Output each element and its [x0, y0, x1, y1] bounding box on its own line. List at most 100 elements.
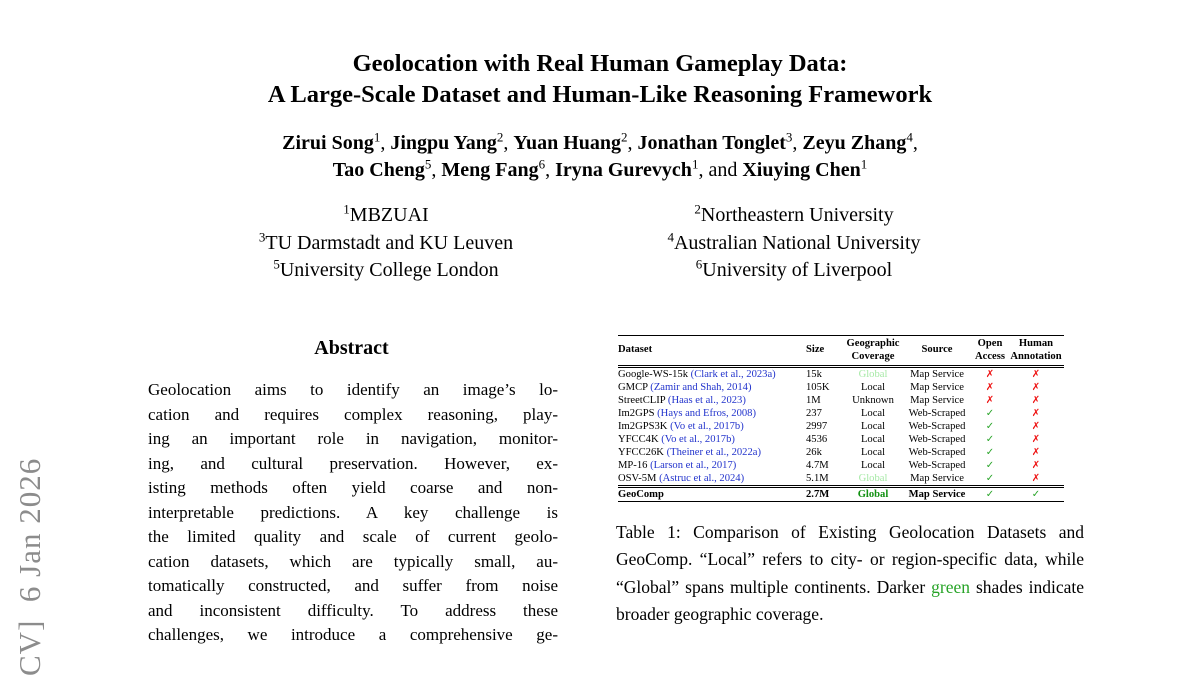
- dataset-name: StreetCLIP: [618, 395, 666, 406]
- abstract-line: Geolocation aims to identify an image’s …: [148, 380, 558, 399]
- open-access-cell: ✓: [972, 459, 1008, 472]
- size-cell: 105K: [806, 382, 830, 393]
- cross-icon: ✗: [985, 395, 995, 406]
- open-access-cell: ✗: [972, 381, 1008, 394]
- coverage-value: Global: [858, 473, 888, 484]
- author-name: Xiuying Chen: [742, 159, 861, 181]
- affiliation-name: MBZUAI: [349, 204, 429, 226]
- citation-link[interactable]: (Haas et al., 2023): [665, 395, 746, 406]
- source-cell: Web-Scraped: [908, 447, 966, 458]
- table-header-cell: Source: [921, 344, 953, 356]
- table-row: GMCP (Zamir and Shah, 2014) 105K Local Map …: [618, 381, 1064, 394]
- affiliation-superscript: 6: [695, 256, 703, 272]
- affiliation-name: Australian National University: [673, 231, 921, 254]
- table-row: MP-16 (Larson et al., 2017) 4.7M Local Web-…: [618, 459, 1064, 472]
- caption-green-word: green: [931, 576, 971, 597]
- human-annotation-cell: ✗: [1008, 407, 1064, 420]
- table-row: Im2GPS3K (Vo et al., 2017b) 2997 Local Web-…: [618, 420, 1064, 433]
- coverage-cell: Global: [844, 487, 902, 502]
- cross-icon: ✗: [985, 369, 995, 380]
- size-cell: 2.7M: [806, 489, 830, 500]
- dataset-name: YFCC4K: [618, 434, 659, 445]
- open-access-cell: ✗: [972, 367, 1008, 382]
- table-row: StreetCLIP (Haas et al., 2023) 1M Unknown M…: [618, 394, 1064, 407]
- size-cell: 4.7M: [806, 460, 829, 471]
- table-header: Dataset Size Geographic Coverage Source Open A…: [618, 336, 1064, 367]
- citation-link[interactable]: (Hays and Efros, 2008): [654, 408, 756, 419]
- size-cell: 2997: [806, 421, 828, 432]
- size-cell: 26k: [806, 447, 822, 458]
- citation-link[interactable]: (Vo et al., 2017b): [667, 421, 744, 432]
- cross-icon: ✗: [1031, 473, 1041, 484]
- author-separator: ,: [431, 159, 442, 181]
- affiliation: 2Northeastern University: [594, 202, 994, 230]
- author: Zirui Song1: [282, 130, 380, 154]
- check-icon: ✓: [985, 460, 995, 471]
- affiliation: 4Australian National University: [594, 230, 994, 258]
- citation-link[interactable]: (Theiner et al., 2022a): [663, 447, 761, 458]
- dataset-cell: OSV-5M (Astruc et al., 2024): [618, 472, 806, 487]
- citation-link[interactable]: (Zamir and Shah, 2014): [647, 382, 752, 393]
- citation-link[interactable]: (Vo et al., 2017b): [658, 434, 735, 445]
- abstract-line: tomatically constructed, and suffer from…: [148, 576, 558, 595]
- dataset-name: Im2GPS3K: [618, 421, 668, 432]
- affiliation-name: TU Darmstadt and KU Leuven: [265, 231, 514, 254]
- human-annotation-cell: ✗: [1008, 472, 1064, 487]
- cross-icon: ✗: [1031, 395, 1041, 406]
- open-access-cell: ✓: [972, 407, 1008, 420]
- author-separator: ,: [380, 132, 391, 154]
- cross-icon: ✗: [1031, 369, 1041, 380]
- affiliation-superscript: 4: [667, 228, 674, 244]
- dataset-cell: GMCP (Zamir and Shah, 2014): [618, 381, 806, 394]
- author-list: Zirui Song1, Jingpu Yang2, Yuan Huang2, …: [0, 130, 1200, 184]
- coverage-cell: Local: [844, 407, 902, 420]
- coverage-cell: Local: [844, 420, 902, 433]
- table-row: Google-WS-15k (Clark et al., 2023a) 15k Gl…: [618, 367, 1064, 382]
- size-cell: 5.1M: [806, 473, 829, 484]
- author: Zeyu Zhang4: [802, 129, 913, 154]
- author: Yuan Huang2: [513, 130, 627, 154]
- affiliation-superscript: 5: [273, 256, 280, 272]
- author-name: Tao Cheng: [332, 159, 425, 181]
- citation-link[interactable]: (Astruc et al., 2024): [656, 473, 745, 484]
- author-affiliation-superscript: 6: [538, 156, 546, 172]
- dataset-name: MP-16: [618, 460, 648, 471]
- citation-link[interactable]: (Clark et al., 2023a): [688, 369, 776, 380]
- check-icon: ✓: [985, 408, 995, 419]
- table-header-row: Dataset Size Geographic Coverage Source Open A…: [618, 336, 1064, 367]
- check-icon: ✓: [985, 434, 995, 445]
- author-name: Yuan Huang: [513, 132, 622, 154]
- affiliation-name: University of Liverpool: [702, 259, 893, 281]
- human-annotation-cell: ✗: [1008, 459, 1064, 472]
- author-affiliation-superscript: 3: [785, 129, 793, 145]
- citation-link[interactable]: (Larson et al., 2017): [647, 460, 737, 471]
- table-caption: Table 1: Comparison of Existing Geolocat…: [616, 519, 1084, 628]
- author-name: Zirui Song: [282, 132, 374, 154]
- dataset-cell: YFCC4K (Vo et al., 2017b): [618, 433, 806, 446]
- abstract-line: and inconsistent difficulty. To address …: [148, 600, 558, 620]
- coverage-value: Global: [858, 369, 888, 380]
- human-annotation-cell: ✗: [1008, 446, 1064, 459]
- abstract-line: interpretable predictions. A key challen…: [148, 502, 558, 522]
- datasets-table: Dataset Size Geographic Coverage Source Open A…: [618, 335, 1064, 502]
- author-name: Zeyu Zhang: [802, 132, 907, 154]
- dataset-cell: StreetCLIP (Haas et al., 2023): [618, 394, 806, 407]
- dataset-name: GeoComp: [618, 489, 664, 500]
- author: Tao Cheng5: [332, 157, 432, 181]
- author-name: Iryna Gurevych: [555, 159, 692, 181]
- author-separator: , and: [698, 159, 743, 181]
- dataset-cell: GeoComp: [618, 487, 806, 502]
- check-icon: ✓: [985, 489, 995, 500]
- coverage-value: Local: [860, 382, 886, 393]
- open-access-cell: ✓: [972, 472, 1008, 487]
- human-annotation-cell: ✗: [1008, 381, 1064, 394]
- caption-text-before: Table 1: Comparison of Existing Geolocat…: [616, 522, 1084, 597]
- author-separator: ,: [627, 132, 638, 154]
- affiliation-superscript: 2: [694, 201, 701, 217]
- author-name: Jingpu Yang: [390, 132, 497, 154]
- human-annotation-cell: ✗: [1008, 433, 1064, 446]
- dataset-name: Google-WS-15k: [618, 369, 689, 380]
- author-affiliation-superscript: 4: [906, 129, 913, 145]
- check-icon: ✓: [985, 421, 995, 432]
- dataset-cell: Im2GPS3K (Vo et al., 2017b): [618, 420, 806, 433]
